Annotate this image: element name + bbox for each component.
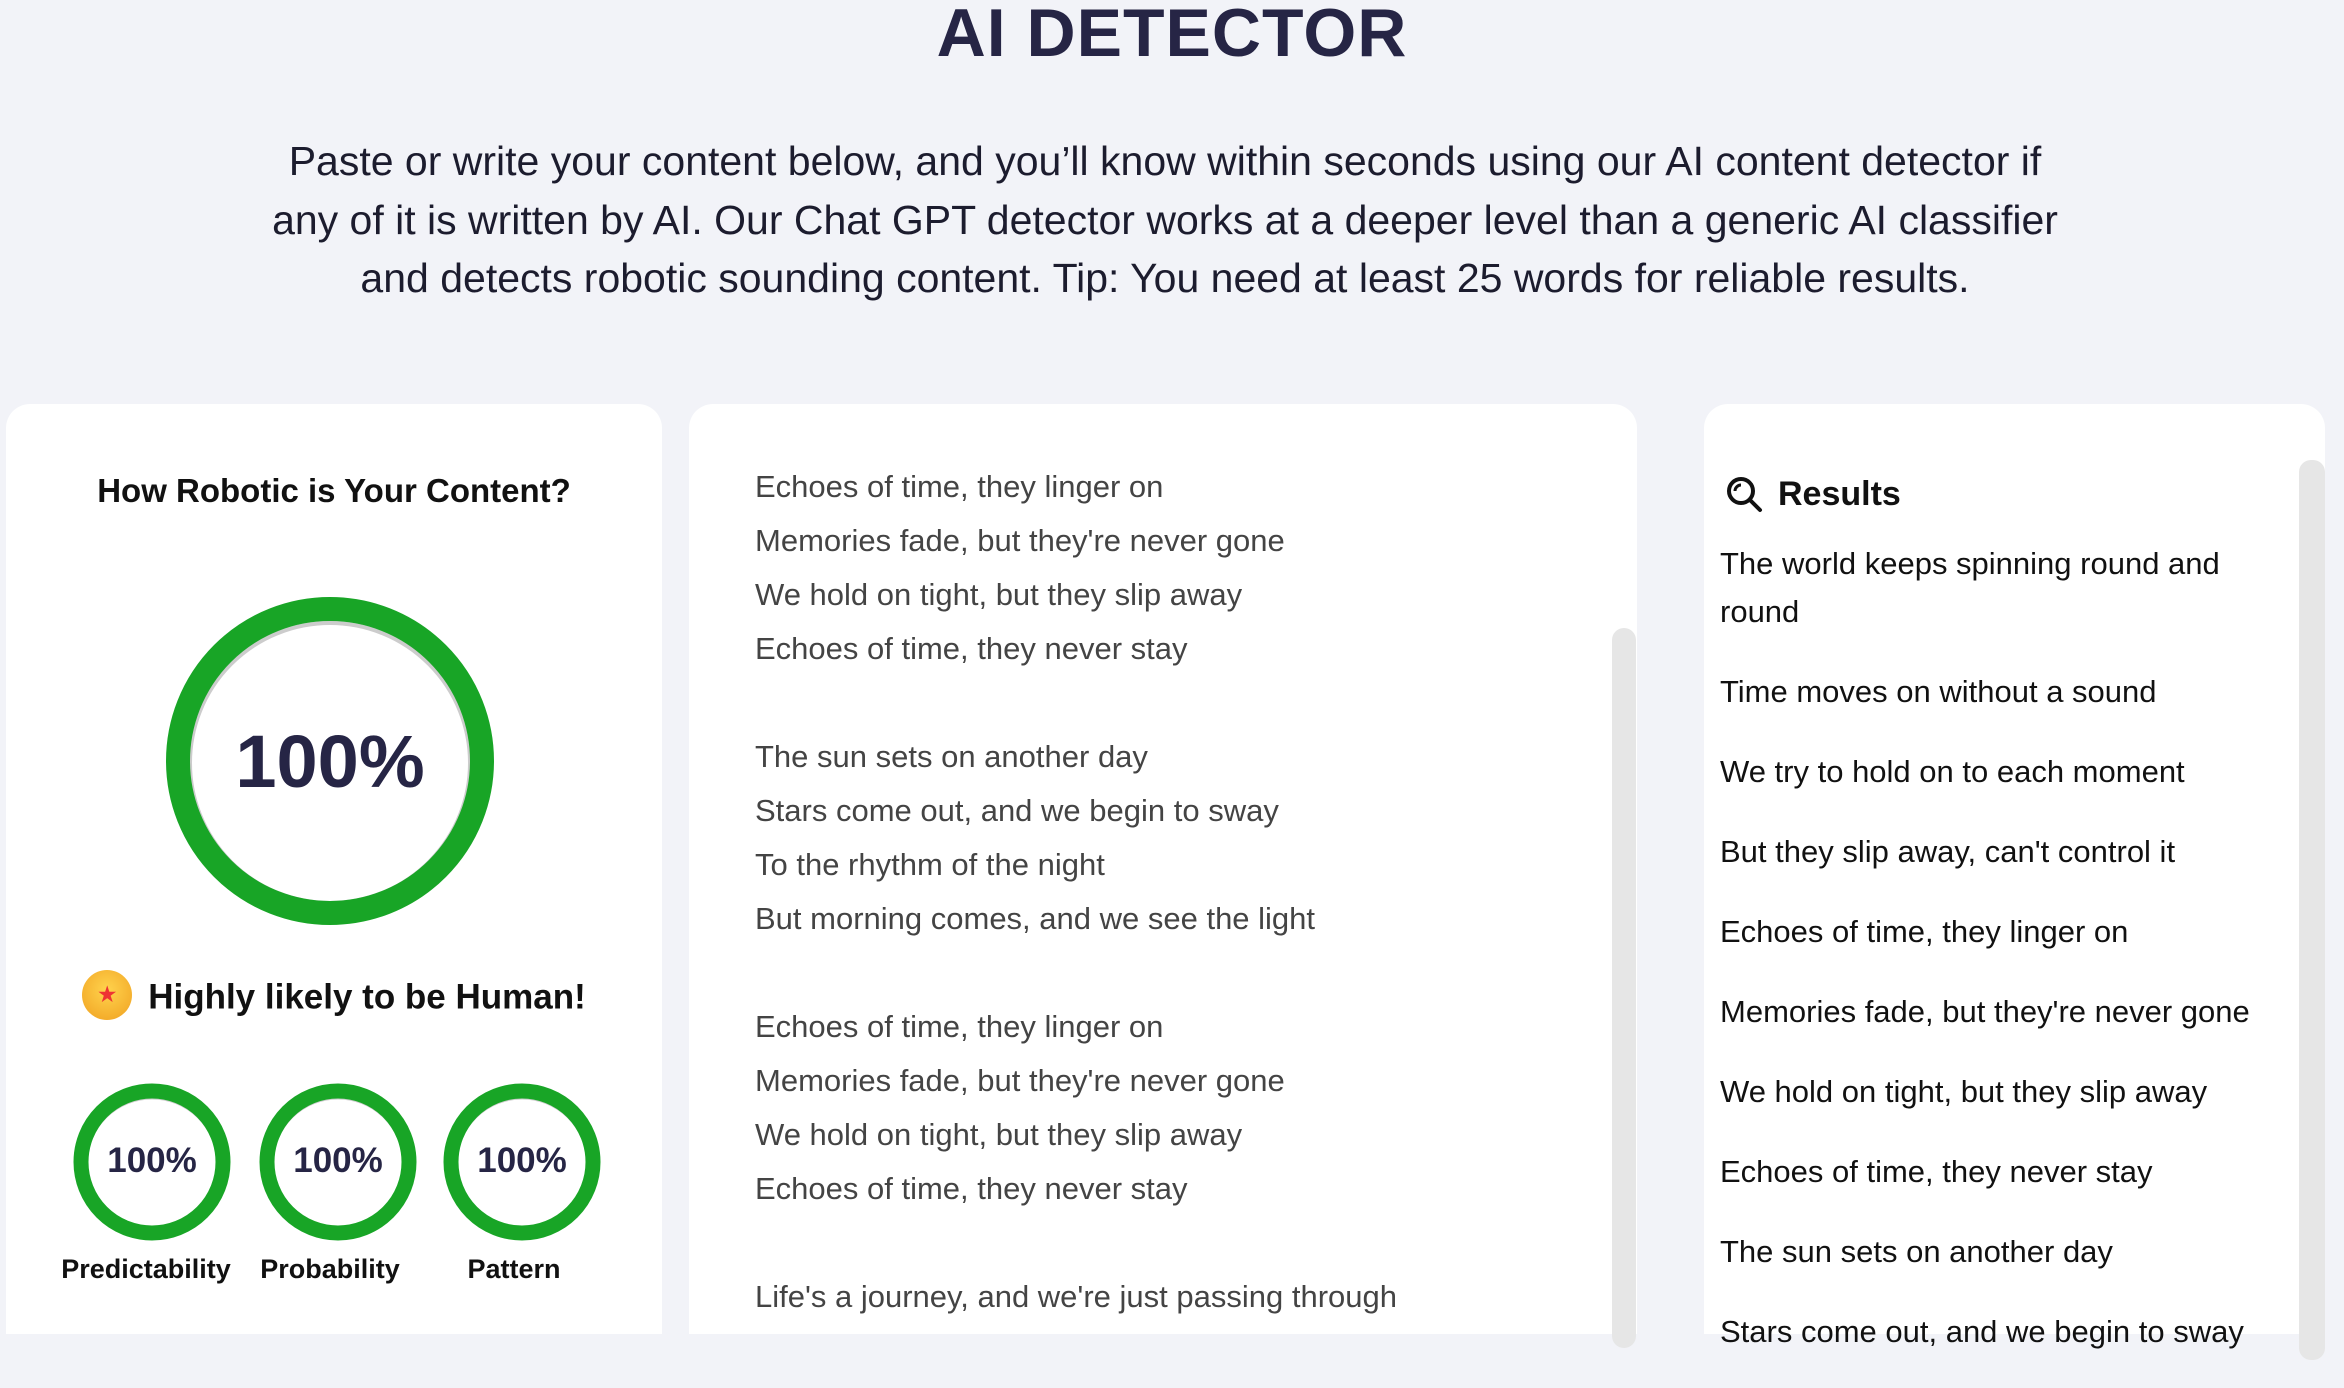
editor-line [755,946,1397,1000]
editor-line: The sun sets on another day [755,739,1148,774]
overall-gauge: 100% [166,597,494,925]
intro-text: Paste or write your content below, and y… [250,132,2080,308]
predictability-gauge: 100% [73,1083,231,1241]
result-item: Echoes of time, they never stay [1720,1154,2153,1189]
status-text: ★ Highly likely to be Human! [6,970,662,1024]
editor-line: Echoes of time, they linger on [755,1009,1164,1044]
predictability-label: Predictability [61,1254,231,1284]
result-item: Echoes of time, they linger on [1720,914,2129,949]
pattern-label: Pattern [467,1254,561,1284]
pattern-gauge: 100% [443,1083,601,1241]
page-title: AI DETECTOR [936,0,1408,71]
intro-line: and detects robotic sounding content. Ti… [360,255,1970,301]
star-struck-emoji-icon: ★ [82,970,133,1020]
results-heading: Results [1724,474,1901,514]
search-icon [1727,477,1762,512]
score-panel [6,404,662,1334]
editor-line: To the rhythm of the night [755,847,1105,882]
result-item: But they slip away, can't control it [1720,834,2176,869]
results-title: Results [1778,474,1901,513]
editor-line: Memories fade, but they're never gone [755,1063,1285,1098]
result-item: We hold on tight, but they slip away [1720,1074,2208,1109]
editor-text[interactable]: Echoes of time, they linger on Memories … [755,460,1397,1324]
editor-line: We hold on tight, but they slip away [755,577,1243,612]
result-item: Memories fade, but they're never gone [1720,994,2250,1029]
intro-line: Paste or write your content below, and y… [288,138,2042,184]
results-scrollbar[interactable] [2299,460,2325,1360]
probability-label: Probability [260,1254,400,1284]
editor-line: But morning comes, and we see the light [755,901,1316,936]
editor-line [755,676,1397,730]
editor-line [755,1216,1397,1270]
result-item: Time moves on without a sound [1720,674,2157,709]
probability-gauge: 100% [259,1083,417,1241]
predictability-value: 100% [107,1141,197,1180]
pattern-value: 100% [477,1141,567,1180]
results-panel [1704,404,2325,1334]
result-item: Stars come out, and we begin to sway [1720,1314,2244,1349]
editor-line: Stars come out, and we begin to sway [755,793,1279,828]
editor-line: Memories fade, but they're never gone [755,523,1285,558]
result-item: The world keeps spinning round and round [1720,546,2220,629]
result-item: The sun sets on another day [1720,1234,2113,1269]
content-editor[interactable] [689,404,1637,1334]
result-item: We try to hold on to each moment [1720,754,2185,789]
editor-line: Echoes of time, they never stay [755,1171,1188,1206]
intro-line: any of it is written by AI. Our Chat GPT… [272,196,2058,243]
score-heading: How Robotic is Your Content? [97,472,571,509]
status-label: Highly likely to be Human! [148,977,586,1017]
editor-line: Echoes of time, they never stay [755,631,1188,666]
editor-scrollbar[interactable] [1612,628,1636,1348]
overall-score: 100% [235,720,425,803]
editor-line: Echoes of time, they linger on [755,469,1164,504]
editor-line: Life's a journey, and we're just passing… [755,1279,1397,1314]
probability-value: 100% [293,1141,383,1180]
results-list: The world keeps spinning round and round… [1720,540,2260,1388]
editor-line: We hold on tight, but they slip away [755,1117,1243,1152]
